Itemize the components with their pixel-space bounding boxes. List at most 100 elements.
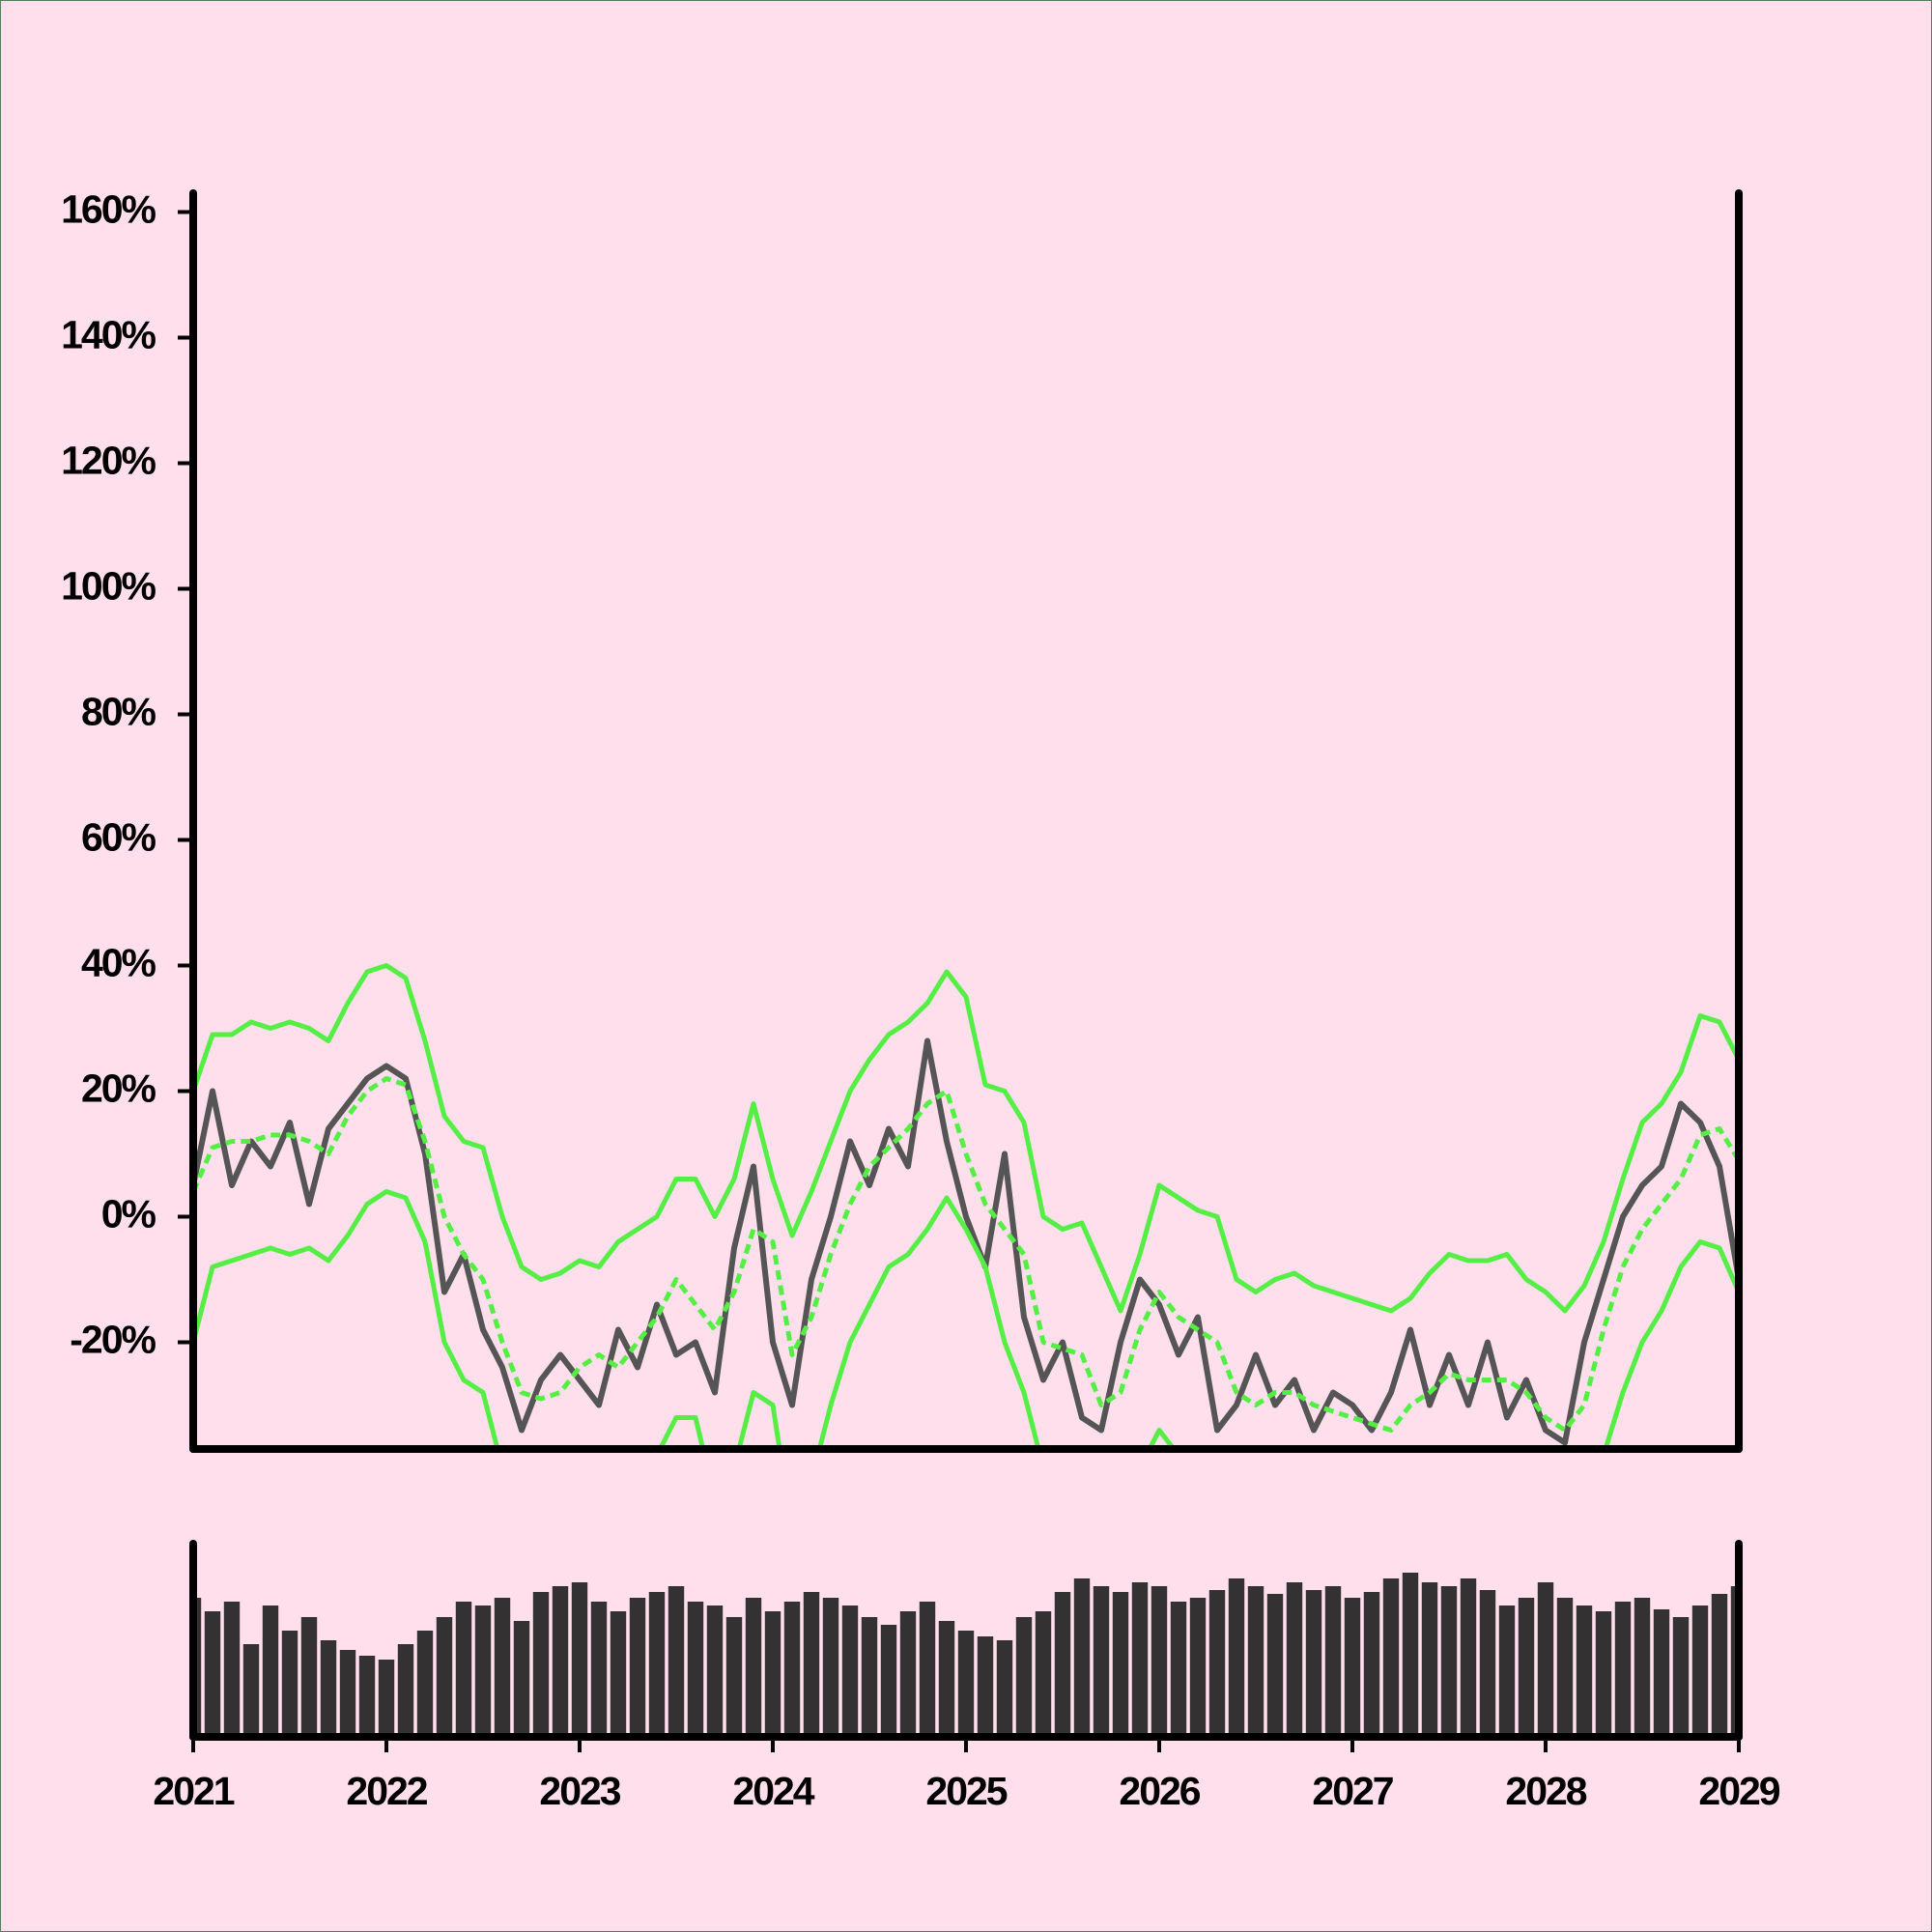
volume-bar xyxy=(1151,1586,1168,1737)
volume-bar xyxy=(996,1640,1013,1737)
y-tick-label: 80% xyxy=(81,689,156,733)
volume-bar xyxy=(1324,1586,1342,1737)
band-line xyxy=(193,963,1739,1314)
volume-bar xyxy=(977,1636,994,1737)
y-tick-label: 120% xyxy=(61,438,156,482)
axes: -20% 0% 20% 40% 60% 80% 100% 120% 140% 160% 2021 20… xyxy=(61,186,1782,1813)
volume-bar xyxy=(1576,1605,1593,1737)
volume-plot xyxy=(197,1573,1735,1737)
volume-bar xyxy=(358,1656,376,1737)
volume-bar xyxy=(764,1611,781,1737)
volume-bar xyxy=(242,1644,260,1737)
volume-bar xyxy=(455,1602,472,1737)
volume-bar xyxy=(1421,1582,1438,1737)
volume-bar xyxy=(803,1592,820,1737)
volume-bar xyxy=(416,1631,434,1737)
volume-bar xyxy=(1440,1586,1458,1737)
volume-bar xyxy=(436,1617,453,1737)
x-tick-label: 2021 xyxy=(153,1769,234,1813)
y-tick-label: 0% xyxy=(101,1191,156,1236)
volume-bar xyxy=(552,1586,569,1737)
y-tick-label: 140% xyxy=(61,312,156,356)
volume-bar xyxy=(1035,1611,1052,1737)
volume-bar xyxy=(223,1602,241,1737)
y-tick-label: 60% xyxy=(81,814,156,859)
volume-bar xyxy=(1711,1594,1728,1737)
volume-bar xyxy=(1479,1590,1496,1737)
volume-bar xyxy=(262,1605,279,1737)
volume-bar xyxy=(629,1598,646,1737)
x-tick-label: 2026 xyxy=(1119,1769,1200,1813)
volume-bar xyxy=(725,1617,743,1737)
y-tick-label: 40% xyxy=(81,940,156,984)
volume-bar xyxy=(1518,1598,1535,1737)
volume-bar xyxy=(1286,1582,1303,1737)
volume-bar xyxy=(1305,1590,1322,1737)
x-tick-label: 2028 xyxy=(1505,1769,1586,1813)
volume-bar xyxy=(919,1602,936,1737)
volume-bar xyxy=(1402,1573,1419,1737)
volume-bar xyxy=(204,1611,221,1737)
volume-bar xyxy=(1653,1609,1670,1737)
volume-bar xyxy=(899,1611,917,1737)
band-line xyxy=(193,1189,1739,1449)
volume-bar xyxy=(1556,1598,1574,1737)
volume-bar xyxy=(1634,1598,1651,1737)
volume-bar xyxy=(1131,1582,1149,1737)
volume-bar xyxy=(571,1582,588,1737)
volume-bar xyxy=(957,1631,975,1737)
volume-bar xyxy=(1537,1582,1554,1737)
volume-bar xyxy=(1730,1586,1735,1737)
x-tick-label: 2027 xyxy=(1312,1769,1392,1813)
volume-bar xyxy=(320,1640,337,1737)
volume-bar xyxy=(861,1617,878,1737)
volume-bar xyxy=(1460,1578,1477,1737)
volume-bar xyxy=(1112,1592,1129,1737)
volume-bar xyxy=(668,1586,685,1737)
volume-bar xyxy=(1382,1578,1400,1737)
volume-bar xyxy=(1344,1598,1361,1737)
volume-bar xyxy=(1189,1598,1207,1737)
volume-bar xyxy=(1595,1611,1612,1737)
y-tick-label: 20% xyxy=(81,1065,156,1110)
volume-bar xyxy=(378,1660,395,1737)
volume-bar xyxy=(197,1598,202,1737)
price-plot xyxy=(193,963,1739,1449)
x-tick-label: 2025 xyxy=(925,1769,1007,1813)
volume-bar xyxy=(1363,1592,1380,1737)
volume-bar xyxy=(687,1602,704,1737)
volume-bar xyxy=(474,1605,492,1737)
volume-bar xyxy=(841,1605,859,1737)
volume-bar xyxy=(880,1625,897,1737)
volume-bar xyxy=(938,1621,955,1737)
volume-bar xyxy=(1266,1594,1284,1737)
y-tick-label: 100% xyxy=(61,563,156,608)
x-tick-label: 2023 xyxy=(539,1769,620,1813)
x-tick-label: 2024 xyxy=(732,1769,814,1813)
volume-bar xyxy=(513,1621,530,1737)
volume-bar xyxy=(610,1611,627,1737)
x-tick-label: 2022 xyxy=(346,1769,427,1813)
volume-bar xyxy=(745,1598,762,1737)
volume-bar xyxy=(1073,1578,1091,1737)
volume-bar xyxy=(300,1617,318,1737)
x-tick-label: 2029 xyxy=(1698,1769,1779,1813)
volume-bar xyxy=(1208,1590,1226,1737)
volume-bar xyxy=(1247,1586,1264,1737)
volume-bar xyxy=(397,1644,414,1737)
y-tick-label: 160% xyxy=(61,186,156,231)
y-tick-label: -20% xyxy=(70,1317,156,1361)
band-line xyxy=(193,1076,1739,1433)
volume-bar xyxy=(494,1598,511,1737)
volume-bar xyxy=(1614,1602,1632,1737)
volume-bar xyxy=(1054,1592,1071,1737)
volume-bar xyxy=(1691,1605,1709,1737)
price-line xyxy=(193,1037,1739,1446)
volume-bar xyxy=(1228,1578,1245,1737)
volume-bar xyxy=(281,1631,298,1737)
volume-bar xyxy=(1672,1617,1690,1737)
volume-bar xyxy=(1015,1617,1033,1737)
volume-bar xyxy=(532,1592,550,1737)
